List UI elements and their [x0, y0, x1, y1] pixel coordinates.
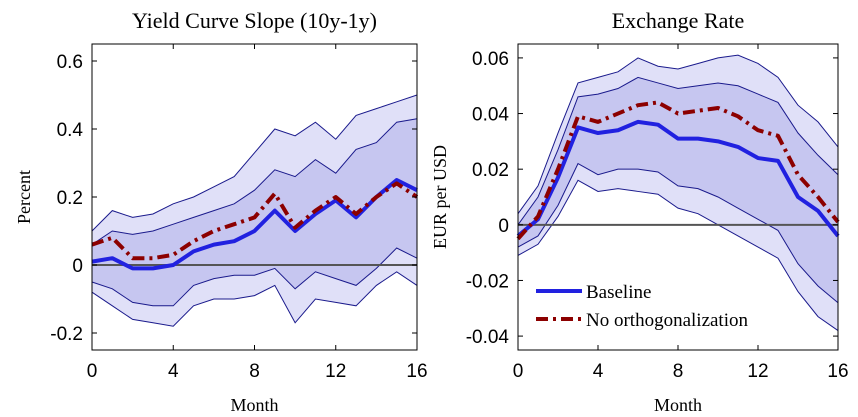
y-tick-label: 0.2	[57, 188, 83, 209]
y-tick-label: 0.06	[472, 49, 509, 70]
x-tick-label: 16	[827, 361, 848, 382]
y-tick-label: 0.6	[57, 52, 83, 73]
y-tick-label: 0	[72, 256, 83, 277]
band-outer-lower-edge	[91, 271, 418, 327]
x-tick-label: 0	[87, 361, 98, 382]
y-tick-label: -0.2	[50, 324, 83, 345]
legend: Baseline No orthogonalization	[536, 282, 748, 331]
band-inner-upper-edge	[517, 76, 839, 226]
exchange-rate-panel: 0 4 8 12 16 -0.04 -0.02 0 0.02 0.04 0.06 Exchange R…	[430, 8, 849, 415]
x-tick-label: 8	[249, 361, 260, 382]
chart-title: Exchange Rate	[612, 8, 745, 33]
y-tick-label: -0.02	[466, 271, 509, 292]
y-tick-label: 0.4	[57, 120, 84, 141]
legend-baseline-label: Baseline	[586, 282, 651, 303]
no-orthogonalization-series-line	[91, 181, 419, 261]
legend-no-orthogonalization-label: No orthogonalization	[586, 310, 748, 331]
x-tick-label: 12	[325, 361, 346, 382]
x-axis-label: Month	[230, 395, 278, 415]
y-tick-label: 0.04	[472, 105, 509, 126]
no-orthogonalization-series-line	[516, 100, 840, 241]
y-axis-label: Percent	[14, 170, 34, 224]
x-tick-label: 4	[168, 361, 179, 382]
y-tick-label: 0	[498, 216, 509, 237]
x-tick-label: 4	[593, 361, 604, 382]
band-outer-upper-edge	[517, 54, 839, 214]
y-tick-label: 0.02	[472, 160, 509, 181]
band-inner-lower-edge	[91, 247, 418, 307]
chart-title: Yield Curve Slope (10y-1y)	[132, 8, 377, 33]
band-outer-upper-edge	[91, 94, 418, 232]
confidence-band-inner	[92, 118, 417, 306]
y-tick-label: -0.04	[466, 327, 510, 348]
x-axis-label: Month	[654, 395, 702, 415]
x-tick-label: 8	[673, 361, 684, 382]
y-axis-label: EUR per USD	[430, 145, 450, 249]
band-inner-lower-edge	[517, 162, 839, 304]
x-tick-label: 16	[406, 361, 427, 382]
x-tick-label: 12	[747, 361, 768, 382]
x-tick-label: 0	[513, 361, 524, 382]
band-inner-upper-edge	[91, 118, 418, 246]
band-outer-lower-edge	[517, 179, 839, 331]
baseline-series-line	[516, 119, 840, 238]
